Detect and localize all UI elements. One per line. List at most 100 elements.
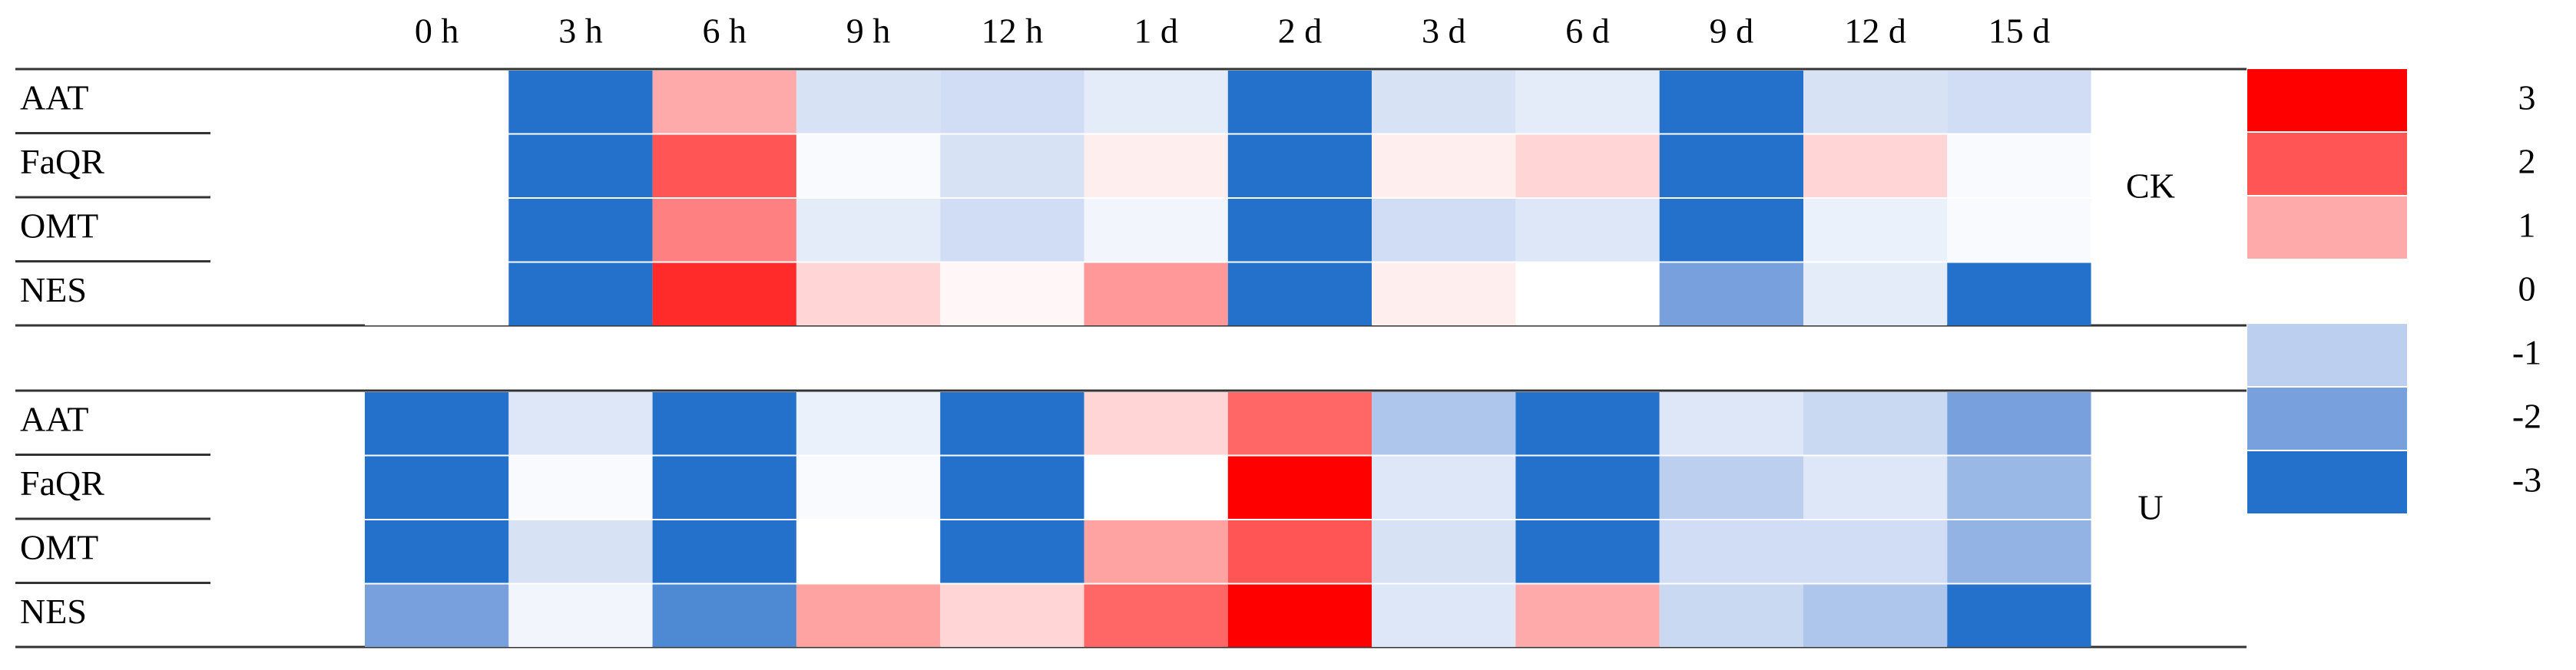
colorbar-swatch — [2247, 260, 2407, 322]
heatmap-cell — [1084, 584, 1228, 647]
heatmap-cell — [1227, 134, 1372, 197]
heatmap-cell — [1659, 456, 1803, 519]
heatmap-cell — [1227, 71, 1372, 134]
row-label: AAT — [20, 78, 88, 117]
heatmap-cell — [508, 199, 653, 262]
heatmap-cell — [1803, 392, 1948, 455]
heatmap-cell — [1084, 392, 1228, 455]
heatmap-cell — [508, 392, 653, 455]
row-label: FaQR — [20, 464, 104, 503]
heatmap-cell — [508, 520, 653, 583]
heatmap-cell — [1372, 520, 1516, 583]
colorbar-label: -2 — [2512, 397, 2541, 436]
row-label: OMT — [20, 206, 98, 245]
heatmap-cell — [1084, 199, 1228, 262]
column-label: 2 d — [1278, 12, 1323, 51]
heatmap-cell — [1515, 520, 1660, 583]
heatmap-cell — [508, 71, 653, 134]
heatmap-cell — [940, 392, 1084, 455]
heatmap-cell — [796, 520, 941, 583]
heatmap-cell — [1659, 199, 1803, 262]
heatmap-cell — [1372, 199, 1516, 262]
colorbar-swatch — [2247, 196, 2407, 259]
heatmap-cell — [1372, 584, 1516, 647]
column-label: 3 h — [558, 12, 603, 51]
heatmap-cell — [1372, 71, 1516, 134]
heatmap-cell — [1947, 584, 2091, 647]
heatmap-cell — [1803, 520, 1948, 583]
colorbar-label: -1 — [2512, 333, 2541, 372]
heatmap-cell — [1515, 262, 1660, 325]
colorbar-label: 3 — [2518, 78, 2536, 117]
heatmap-cell — [365, 520, 509, 583]
colorbar-label: 0 — [2518, 269, 2536, 309]
colorbar-swatch — [2247, 69, 2407, 131]
heatmap-cell — [1227, 456, 1372, 519]
heatmap-cell — [1084, 71, 1228, 134]
heatmap-cell — [1659, 134, 1803, 197]
row-label: AAT — [20, 399, 88, 438]
heatmap-cell — [1372, 134, 1516, 197]
heatmap-cell — [1947, 520, 2091, 583]
colorbar-swatch — [2247, 451, 2407, 513]
column-label: 9 d — [1710, 12, 1754, 51]
colorbar-label: -3 — [2512, 460, 2541, 500]
heatmap-cell — [1803, 134, 1948, 197]
colorbar-swatch — [2247, 388, 2407, 450]
column-label: 12 d — [1844, 12, 1906, 51]
colorbar-label: 1 — [2518, 206, 2536, 245]
heatmap-cell — [1659, 584, 1803, 647]
column-label: 15 d — [1988, 12, 2051, 51]
heatmap-cell — [652, 520, 796, 583]
heatmap-cell — [796, 392, 941, 455]
heatmap-cell — [1227, 584, 1372, 647]
heatmap-cell — [365, 262, 509, 325]
heatmap-cell — [940, 262, 1084, 325]
heatmap-cell — [652, 262, 796, 325]
row-label: NES — [20, 592, 87, 631]
heatmap-cell — [1947, 456, 2091, 519]
heatmap-cell — [1947, 199, 2091, 262]
heatmap-cell — [1659, 71, 1803, 134]
heatmap-cell — [652, 456, 796, 519]
colorbar-label: 2 — [2518, 142, 2536, 181]
heatmap-cell — [1515, 134, 1660, 197]
heatmap-cell — [796, 262, 941, 325]
heatmap-cell — [1084, 456, 1228, 519]
heatmap-cell — [1372, 456, 1516, 519]
heatmap-cell — [1659, 262, 1803, 325]
heatmap-cell — [1803, 199, 1948, 262]
heatmap-cell — [1659, 392, 1803, 455]
heatmap-cell — [1372, 392, 1516, 455]
column-label: 12 h — [982, 12, 1044, 51]
heatmap-cell — [1227, 392, 1372, 455]
heatmap-cell — [365, 199, 509, 262]
heatmap-cell — [508, 456, 653, 519]
heatmap-cell — [1227, 199, 1372, 262]
heatmap-cell — [652, 584, 796, 647]
heatmap-cell — [940, 584, 1084, 647]
heatmap-cell — [1947, 392, 2091, 455]
heatmap-cell — [365, 71, 509, 134]
colorbar-swatch — [2247, 133, 2407, 195]
row-label: OMT — [20, 527, 98, 566]
heatmap-cell — [796, 71, 941, 134]
heatmap-cell — [1947, 134, 2091, 197]
column-label: 6 h — [703, 12, 747, 51]
heatmap-cell — [1803, 71, 1948, 134]
heatmap-cell — [1084, 134, 1228, 197]
heatmap-cell — [796, 584, 941, 647]
heatmap-cell — [652, 392, 796, 455]
heatmap-cell — [365, 134, 509, 197]
heatmap-cell — [1515, 456, 1660, 519]
heatmap-cell — [1659, 520, 1803, 583]
heatmap-cell — [1084, 262, 1228, 325]
heatmap-cell — [796, 199, 941, 262]
heatmap-cell — [1947, 71, 2091, 134]
heatmap-cell — [1372, 262, 1516, 325]
column-label: 0 h — [415, 12, 459, 51]
heatmap-cell — [1947, 262, 2091, 325]
heatmap-cell — [1803, 262, 1948, 325]
heatmap-cell — [1803, 456, 1948, 519]
